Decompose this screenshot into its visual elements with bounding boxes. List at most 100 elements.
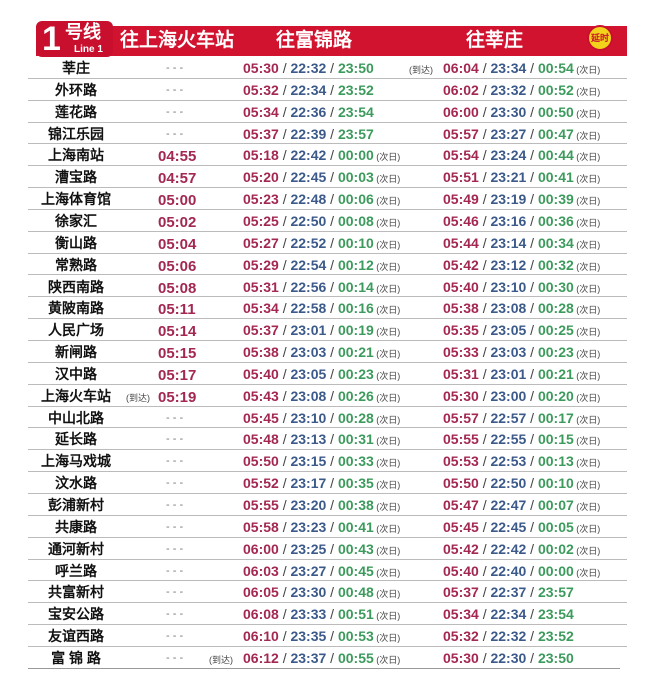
separator: /	[278, 540, 291, 557]
next-day-note: (次日)	[573, 261, 601, 272]
next-day-note: (次日)	[373, 196, 401, 207]
next-day-note: (次日)	[573, 239, 601, 250]
fjl-last-train-short: 22:34	[290, 81, 327, 98]
fjl-times: 05:52 / 23:17 / 00:35 (次日)	[243, 475, 400, 493]
separator: /	[278, 628, 291, 645]
station-name: 常熟路	[55, 256, 97, 273]
fjl-last-train: 00:38	[337, 497, 374, 513]
separator: /	[526, 453, 538, 470]
separator: /	[478, 497, 491, 513]
separator: /	[326, 628, 338, 645]
station-name: 衡山路	[55, 234, 97, 251]
fjl-last-train: 00:12	[337, 256, 374, 273]
separator: /	[326, 256, 338, 273]
next-day-note: (次日)	[573, 65, 601, 75]
separator: /	[478, 431, 491, 448]
fjl-last-train-short: 23:25	[290, 540, 327, 557]
separator: /	[326, 322, 338, 339]
xz-first-train: 05:38	[443, 300, 479, 317]
separator: /	[526, 256, 538, 273]
fjl-times: 05:43 / 23:08 / 00:26 (次日)	[243, 388, 400, 406]
fjl-first-train: 05:34	[243, 300, 279, 317]
xz-last-train-short: 22:42	[490, 540, 527, 557]
xz-times: 05:42 / 22:42 / 00:02 (次日)	[443, 541, 600, 559]
station-name: 延长路	[55, 431, 97, 448]
xz-first-train: 05:45	[443, 518, 479, 535]
xz-times: 05:55 / 22:55 / 00:15 (次日)	[443, 431, 600, 449]
separator: /	[478, 387, 491, 404]
fjl-first-train: 05:29	[243, 256, 279, 273]
fjl-first-train: 06:10	[243, 628, 279, 645]
fjl-times: 06:12 / 23:37 / 00:55 (次日)	[243, 650, 400, 668]
separator: /	[526, 169, 538, 186]
separator: /	[278, 475, 291, 492]
fjl-first-train: 05:40	[243, 365, 279, 382]
separator: /	[526, 431, 538, 448]
fjl-last-train: 00:35	[337, 475, 374, 492]
xz-last-train-short: 22:50	[490, 475, 527, 492]
separator: /	[526, 409, 538, 426]
fjl-first-train: 05:48	[243, 431, 279, 448]
separator: /	[326, 518, 338, 535]
fjl-last-train-short: 23:23	[290, 518, 327, 535]
table-row: 上海体育馆 05:00 05:23 / 22:48 / 00:06 (次日) 05:4…	[28, 188, 627, 210]
separator: /	[326, 584, 338, 601]
separator: /	[478, 103, 491, 120]
next-day-note: (次日)	[573, 86, 601, 97]
separator: /	[526, 475, 538, 492]
separator: /	[526, 562, 538, 579]
station-name: 宝安公路	[48, 606, 104, 623]
separator: /	[478, 344, 491, 361]
fjl-last-train-short: 23:30	[290, 584, 327, 601]
fjl-last-train: 23:50	[337, 60, 374, 76]
xz-last-train: 00:10	[537, 475, 574, 492]
xz-times: 05:49 / 23:19 / 00:39 (次日)	[443, 191, 600, 209]
xz-last-train: 00:00	[537, 562, 574, 579]
fjl-last-train-short: 22:45	[290, 169, 327, 186]
station-name: 徐家汇	[55, 212, 97, 229]
fjl-last-train: 00:31	[337, 431, 374, 448]
fjl-last-train: 00:43	[337, 540, 374, 557]
separator: /	[526, 125, 538, 142]
separator: /	[326, 125, 338, 142]
separator: /	[478, 278, 491, 295]
separator: /	[478, 409, 491, 426]
station-name: 汶水路	[55, 475, 97, 492]
separator: /	[326, 300, 338, 317]
xz-times: 05:37 / 22:37 / 23:57	[443, 584, 574, 600]
fjl-first-train: 05:55	[243, 497, 279, 513]
xz-times: 05:42 / 23:12 / 00:32 (次日)	[443, 257, 600, 275]
next-day-note: (次日)	[373, 327, 401, 338]
fjl-last-train: 00:23	[337, 365, 374, 382]
col-header-xz: 往莘庄	[466, 29, 524, 51]
shj-first-train: 05:04	[158, 235, 197, 253]
fjl-last-train: 00:14	[337, 278, 374, 295]
next-day-note: (次日)	[373, 523, 401, 534]
separator: /	[278, 147, 291, 164]
xz-last-train: 00:13	[537, 453, 574, 470]
fjl-last-train: 00:08	[337, 212, 374, 229]
xz-times: 05:50 / 22:50 / 00:10 (次日)	[443, 475, 600, 493]
next-day-note: (次日)	[373, 392, 401, 403]
next-day-note: (次日)	[573, 283, 601, 294]
xz-times: 06:02 / 23:32 / 00:52 (次日)	[443, 82, 600, 100]
fjl-last-train-short: 23:37	[290, 649, 327, 666]
xz-last-train-short: 23:03	[490, 344, 527, 361]
xz-last-train-short: 23:00	[490, 387, 527, 404]
next-day-note: (次日)	[573, 436, 601, 447]
fjl-times: 05:34 / 22:36 / 23:54	[243, 104, 374, 120]
station-name: 漕宝路	[55, 169, 97, 186]
xz-first-train: 05:46	[443, 212, 479, 229]
xz-first-train: 05:42	[443, 256, 479, 273]
xz-last-train: 00:30	[537, 278, 574, 295]
separator: /	[326, 431, 338, 448]
fjl-last-train: 00:55	[337, 649, 374, 666]
separator: /	[326, 606, 338, 623]
xz-last-train: 00:15	[537, 431, 574, 448]
next-day-note: (次日)	[573, 414, 601, 425]
line-label: 号线	[65, 22, 101, 42]
next-day-note: (次日)	[573, 327, 601, 338]
separator: /	[326, 344, 338, 361]
next-day-note: (次日)	[373, 174, 401, 185]
fjl-times: 05:58 / 23:23 / 00:41 (次日)	[243, 519, 400, 537]
